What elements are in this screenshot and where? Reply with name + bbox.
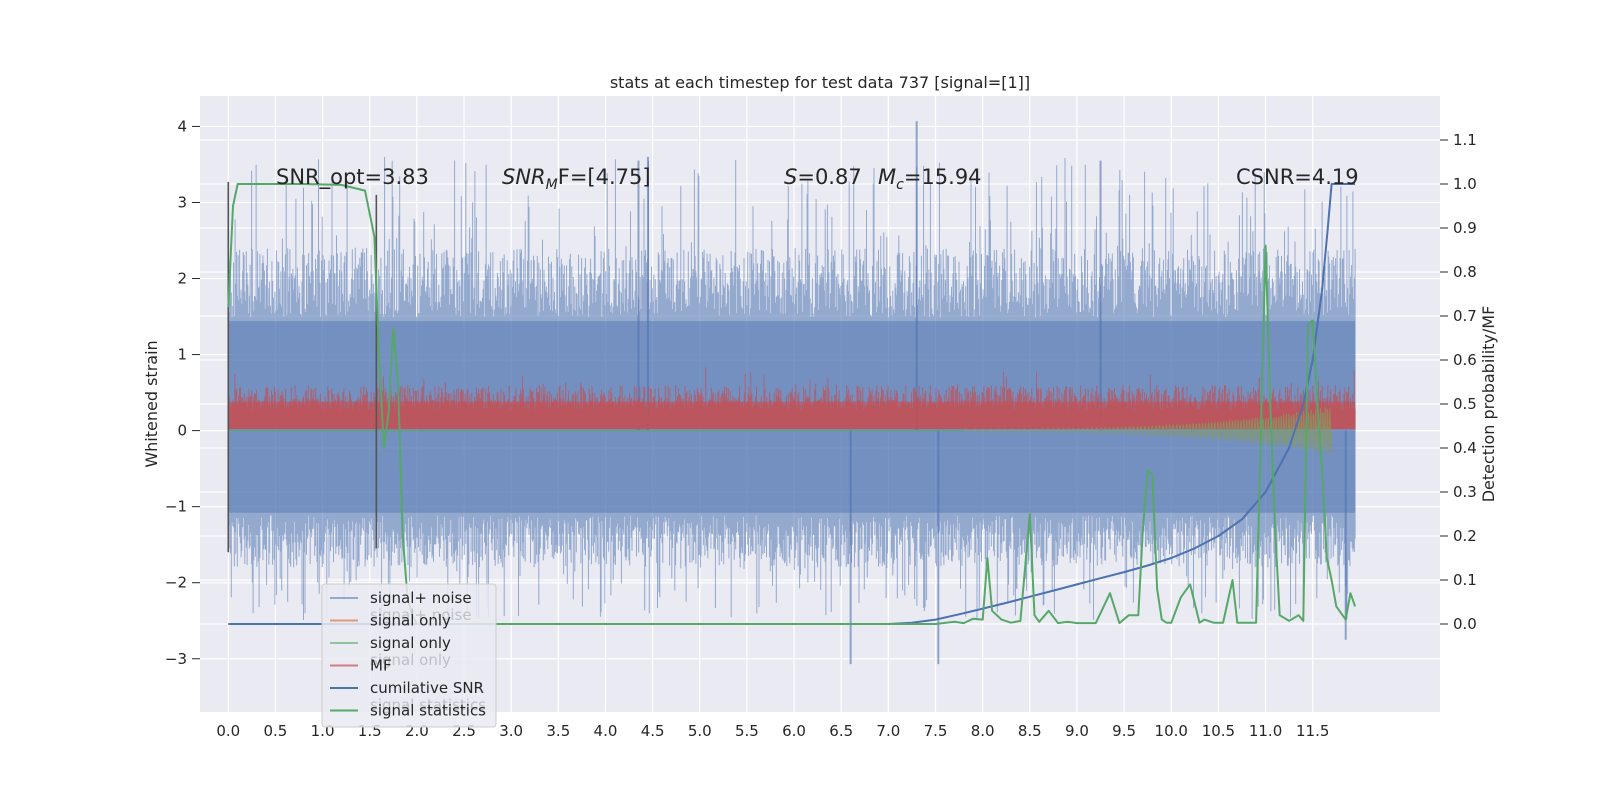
annotation-snr-mf: SNRMF=[4.75] xyxy=(502,165,651,193)
annotation-mc-sub: c xyxy=(896,177,904,193)
annotation-snr-opt: SNR_opt=3.83 xyxy=(276,165,429,190)
annotation-snr-mf-sub: M xyxy=(546,177,558,193)
x-tick-label: 11.5 xyxy=(1296,722,1329,740)
x-tick-label: 7.0 xyxy=(876,722,900,740)
x-tick-label: 5.0 xyxy=(688,722,712,740)
annotation-snr-mf-prefix: SNR xyxy=(502,165,546,189)
x-tick-label: 5.5 xyxy=(735,722,759,740)
series-mf xyxy=(227,367,1356,430)
x-tick-label: 6.0 xyxy=(782,722,806,740)
legend-box xyxy=(321,583,497,728)
y-left-tick-label: 3 xyxy=(177,193,187,211)
y-right-tick-label: 0.3 xyxy=(1453,483,1477,501)
y-right-tick-label: 0.4 xyxy=(1453,439,1477,457)
legend-label: signal only xyxy=(370,634,451,652)
y-right-tick-label: 0.5 xyxy=(1453,395,1477,413)
annotation-mc: Mc=15.94 xyxy=(878,165,982,193)
y-left-tick-label: 0 xyxy=(177,422,187,440)
annotation-s-prefix: S xyxy=(784,165,797,189)
legend-ghost-label: signal statistics xyxy=(370,696,486,714)
y-left-tick-label: 1 xyxy=(177,346,187,364)
x-tick-label: 10.5 xyxy=(1202,722,1235,740)
y-right-tick-label: 0.2 xyxy=(1453,527,1477,545)
annotation-csnr: CSNR=4.19 xyxy=(1236,165,1359,189)
signal-only-orange-trace xyxy=(963,407,1332,455)
x-tick-label: 8.0 xyxy=(971,722,995,740)
y-right-tick-label: 1.0 xyxy=(1453,175,1477,193)
annotation-mc-rest: =15.94 xyxy=(904,165,982,189)
x-tick-label: 7.5 xyxy=(924,722,948,740)
x-tick-label: 6.5 xyxy=(829,722,853,740)
y-right-tick-label: 1.1 xyxy=(1453,131,1477,149)
legend-ghost-label: signal only xyxy=(370,651,451,669)
annotation-snr-mf-rest: F=[4.75] xyxy=(558,165,651,189)
y-left-tick-label: 4 xyxy=(177,117,187,135)
legend-label: signal statistics xyxy=(370,702,486,720)
y-right-tick-label: 0.0 xyxy=(1453,615,1477,633)
data-layer xyxy=(227,121,1357,665)
y-right-tick-label: 0.7 xyxy=(1453,307,1477,325)
x-tick-label: 0.0 xyxy=(216,722,240,740)
legend-label: signal+ noise xyxy=(370,589,472,607)
x-tick-label: 11.0 xyxy=(1249,722,1282,740)
legend-label: signal only xyxy=(370,612,451,630)
chart-title: stats at each timestep for test data 737… xyxy=(610,73,1030,92)
y-right-tick-label: 0.1 xyxy=(1453,571,1477,589)
y-axis-left: 4 3 2 1 0 −1 −2 −3 xyxy=(165,117,200,668)
legend-label: cumilative SNR xyxy=(370,679,484,697)
y-axis-right: 1.1 1.0 0.9 0.8 0.7 0.6 0.5 0.4 0.3 0.2 0.1 0.0 xyxy=(1440,131,1477,633)
y-axis-left-label: Whitened strain xyxy=(142,340,161,467)
annotation-mc-prefix: M xyxy=(878,165,896,189)
y-right-tick-label: 0.8 xyxy=(1453,263,1477,281)
x-tick-label: 3.0 xyxy=(499,722,523,740)
x-tick-label: 4.0 xyxy=(594,722,618,740)
y-right-tick-label: 0.6 xyxy=(1453,351,1477,369)
x-tick-label: 4.5 xyxy=(641,722,665,740)
legend-ghost-label: signal+ noise xyxy=(370,606,472,624)
y-left-tick-label: −2 xyxy=(165,574,187,592)
annotation-s: S=0.87 xyxy=(784,165,862,189)
y-right-tick-label: 0.9 xyxy=(1453,219,1477,237)
signal-statistics-line xyxy=(227,183,1357,625)
signal-only-trace xyxy=(963,407,1333,455)
x-tick-label: 0.5 xyxy=(264,722,288,740)
y-left-tick-label: −1 xyxy=(165,498,187,516)
series-signal-only xyxy=(228,407,1333,455)
y-left-tick-label: 2 xyxy=(177,270,187,288)
x-tick-label: 10.0 xyxy=(1155,722,1188,740)
legend-label: MF xyxy=(370,657,392,675)
x-tick-label: 8.5 xyxy=(1018,722,1042,740)
x-axis: 0.0 0.5 1.0 1.5 2.0 2.5 3.0 3.5 4.0 4.5 5.0 5.5 6.0 6… xyxy=(216,722,1329,740)
x-tick-label: 9.0 xyxy=(1065,722,1089,740)
x-tick-label: 9.5 xyxy=(1112,722,1136,740)
x-tick-label: 3.5 xyxy=(546,722,570,740)
annotation-s-rest: =0.87 xyxy=(797,165,861,189)
y-left-tick-label: −3 xyxy=(165,650,187,668)
y-axis-right-label: Detection probability/MF xyxy=(1479,306,1498,503)
